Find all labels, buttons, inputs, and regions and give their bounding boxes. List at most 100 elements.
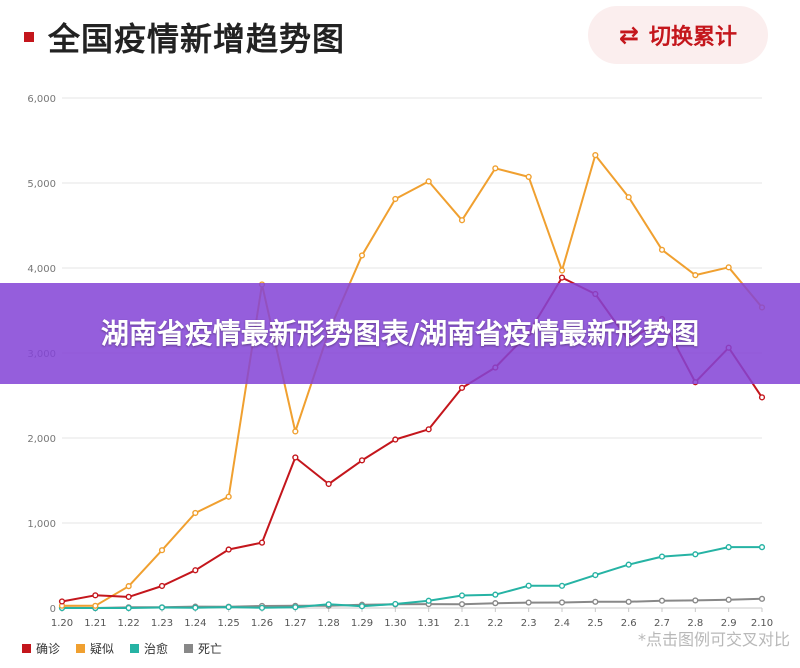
data-point	[225, 493, 232, 500]
data-point	[325, 480, 332, 488]
data-point	[492, 591, 499, 598]
x-tick-label: 1.28	[318, 618, 340, 629]
data-point	[625, 194, 632, 201]
data-point	[758, 394, 766, 401]
data-point	[325, 601, 332, 608]
data-point	[92, 592, 99, 599]
data-point	[758, 595, 766, 602]
data-point	[192, 604, 199, 611]
data-point	[592, 572, 599, 579]
data-point	[525, 582, 532, 589]
data-point	[492, 600, 499, 607]
series-line-1	[61, 154, 763, 607]
data-point	[558, 267, 566, 274]
data-point	[192, 509, 199, 517]
y-tick-label: 6,000	[27, 94, 56, 105]
data-point	[425, 426, 432, 433]
data-point	[458, 217, 466, 224]
legend-item[interactable]: 确诊	[22, 640, 60, 657]
x-tick-label: 1.23	[151, 618, 173, 629]
x-tick-label: 1.29	[351, 618, 373, 629]
data-point	[492, 165, 499, 172]
data-point	[692, 272, 699, 279]
data-point	[525, 599, 532, 606]
data-point	[558, 582, 566, 589]
x-tick-label: 2.10	[751, 618, 773, 629]
data-point	[625, 598, 632, 605]
y-tick-label: 2,000	[27, 434, 56, 445]
data-point	[58, 598, 66, 605]
data-point	[692, 551, 699, 558]
data-point	[358, 603, 366, 610]
data-point	[258, 604, 266, 611]
legend-label: 治愈	[144, 642, 169, 656]
data-point	[458, 384, 466, 391]
data-point	[292, 428, 299, 435]
data-point	[125, 604, 132, 612]
data-point	[725, 544, 732, 551]
data-point	[125, 583, 132, 590]
data-point	[258, 539, 266, 546]
x-tick-label: 2.6	[621, 618, 637, 629]
data-point	[558, 274, 566, 281]
data-point	[658, 246, 666, 253]
legend-swatch	[22, 644, 31, 653]
data-point	[658, 553, 666, 560]
data-point	[458, 601, 466, 608]
x-tick-label: 1.27	[284, 618, 306, 629]
data-point	[358, 252, 366, 259]
data-point	[392, 436, 399, 443]
x-tick-label: 2.4	[554, 618, 570, 629]
series-line-2	[62, 546, 762, 609]
x-tick-label: 2.9	[721, 618, 737, 629]
data-point	[158, 604, 166, 611]
x-tick-label: 2.3	[521, 618, 537, 629]
data-point	[425, 597, 432, 604]
toggle-cumulative-label: 切换累计	[649, 25, 738, 50]
chart-legend: 确诊 疑似 治愈 死亡	[22, 640, 222, 657]
x-tick-label: 2.8	[687, 618, 703, 629]
legend-label: 确诊	[36, 642, 61, 656]
data-point	[225, 603, 232, 611]
data-point	[725, 264, 732, 271]
legend-swatch	[76, 644, 86, 653]
x-tick-label: 2.5	[587, 618, 603, 629]
legend-swatch	[130, 644, 140, 653]
legend-hint: *点击图例可交叉对比	[637, 630, 790, 649]
overlay-banner: 湖南省疫情最新形势图表/湖南省疫情最新形势图	[0, 283, 800, 384]
data-point	[692, 597, 699, 604]
data-point	[725, 596, 732, 603]
legend-swatch	[184, 644, 194, 653]
x-tick-label: 1.26	[251, 618, 273, 629]
data-point	[758, 544, 766, 551]
x-tick-label: 1.25	[218, 618, 240, 629]
data-point	[392, 195, 399, 203]
data-point	[158, 547, 166, 554]
x-tick-label: 1.30	[384, 618, 406, 629]
data-point	[558, 599, 566, 606]
data-point	[92, 602, 99, 609]
x-tick-label: 2.2	[487, 618, 503, 629]
x-tick-label: 2.7	[654, 618, 670, 629]
data-point	[525, 173, 532, 180]
x-tick-label: 1.24	[184, 618, 206, 629]
x-tick-label: 1.20	[51, 618, 73, 629]
legend-item[interactable]: 死亡	[184, 640, 222, 657]
data-point	[392, 600, 399, 608]
toggle-cumulative-button[interactable]: ⇄ 切换累计	[588, 6, 768, 64]
legend-label: 死亡	[198, 642, 223, 656]
banner-text: 湖南省疫情最新形势图表/湖南省疫情最新形势图	[100, 316, 700, 350]
y-tick-label: 0	[50, 604, 56, 615]
y-tick-label: 4,000	[27, 264, 56, 275]
data-point	[358, 457, 366, 464]
legend-item[interactable]: 治愈	[130, 640, 168, 657]
data-point	[292, 454, 299, 461]
data-point	[192, 567, 199, 574]
title-block: 全国疫情新增趋势图	[24, 14, 345, 60]
data-point	[158, 582, 166, 590]
legend-label: 疑似	[90, 642, 115, 656]
data-point	[125, 593, 132, 600]
legend-item[interactable]: 疑似	[76, 640, 114, 657]
y-tick-label: 1,000	[27, 519, 56, 530]
